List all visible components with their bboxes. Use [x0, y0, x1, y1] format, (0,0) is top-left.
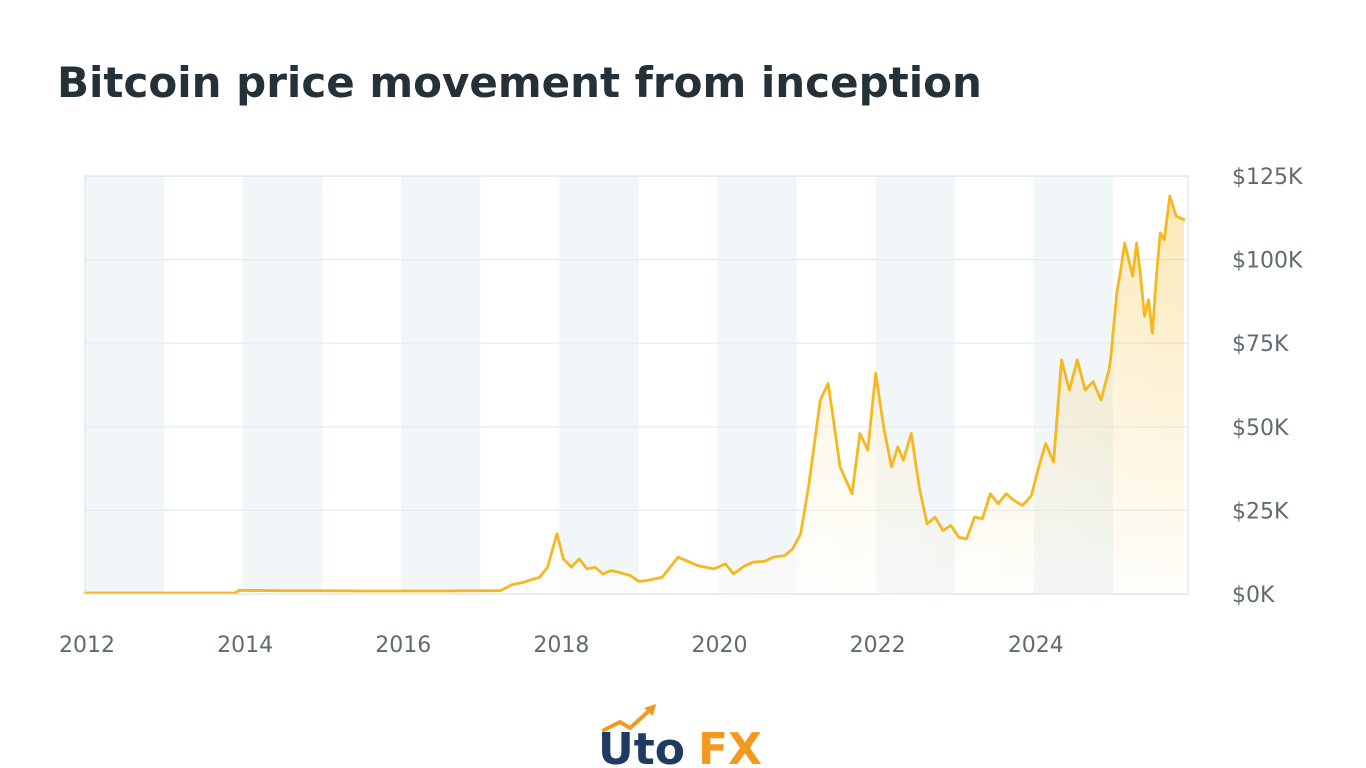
- y-axis: $0K $25K $50K $75K $100K $125K: [1232, 165, 1303, 608]
- plot-frame: [84, 175, 1189, 595]
- year-band-2020: [717, 176, 797, 594]
- year-band-2016: [401, 176, 481, 594]
- x-tick-label: 2022: [850, 633, 906, 658]
- logo-text-uto: Uto: [598, 724, 685, 768]
- x-tick-label: 2014: [217, 633, 273, 658]
- x-tick-label: 2012: [59, 633, 115, 658]
- y-tick-label: $25K: [1232, 499, 1289, 524]
- x-axis: 2012 2014 2016 2018 2020 2022 2024: [59, 633, 1064, 658]
- y-tick-label: $100K: [1232, 249, 1303, 274]
- area-fade-overlay: [85, 196, 1184, 594]
- logo-arrow-head-icon: [644, 704, 656, 716]
- page-title: Bitcoin price movement from inception: [57, 58, 982, 107]
- logo-trend-arrow-icon: [602, 708, 652, 732]
- year-band-2014: [243, 176, 323, 594]
- price-chart: $0K$25K$50K$75K$100K$125K 2012 2014 2016 20…: [59, 165, 1303, 658]
- year-band-2012: [85, 176, 165, 594]
- year-bands: [85, 176, 1113, 594]
- x-tick-label: 2016: [375, 633, 431, 658]
- area-fill: [85, 196, 1184, 594]
- price-line-group: [83, 194, 1186, 595]
- utofx-logo: Uto FX: [598, 704, 762, 768]
- y-tick-label: $0K: [1232, 583, 1275, 608]
- y-tick-label: $75K: [1232, 332, 1289, 357]
- year-band-2018: [559, 176, 639, 594]
- y-tick-label: $50K: [1232, 416, 1289, 441]
- x-tick-label: 2020: [692, 633, 748, 658]
- x-tick-label: 2024: [1008, 633, 1064, 658]
- x-tick-label: 2018: [533, 633, 589, 658]
- logo-text-fx: FX: [698, 724, 762, 768]
- y-tick-label: $125K: [1232, 165, 1303, 190]
- price-line: [83, 194, 1186, 595]
